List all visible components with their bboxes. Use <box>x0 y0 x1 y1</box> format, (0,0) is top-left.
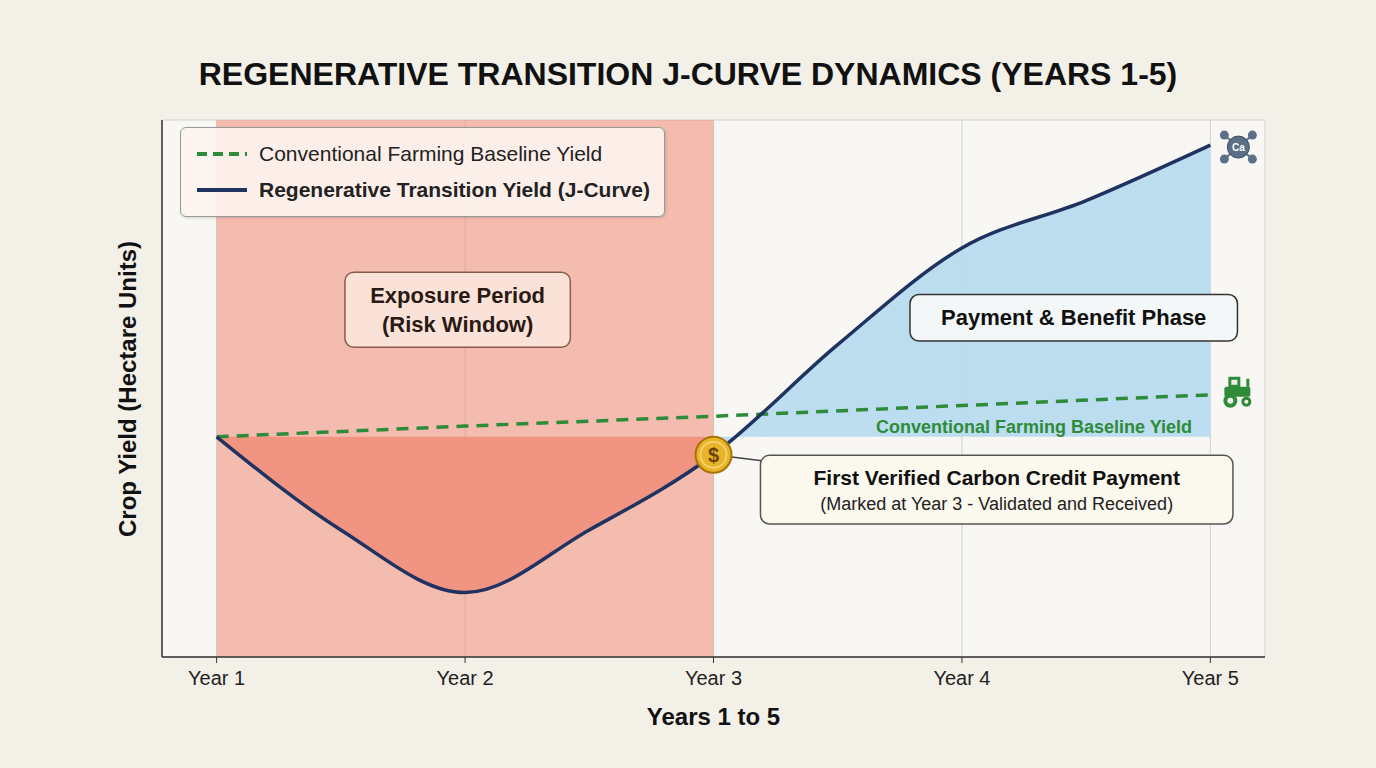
svg-text:Year 2: Year 2 <box>437 667 494 689</box>
html-text:Regenerative Transition Yield: Regenerative Transition Yield (J-Curve) <box>259 178 650 201</box>
html-text:REGENERATIVE TRANSITION J-CURV: REGENERATIVE TRANSITION J-CURVE DYNAMICS… <box>198 56 1178 92</box>
svg-text:(Marked at Year 3 - Validated: (Marked at Year 3 - Validated and Receiv… <box>820 494 1173 514</box>
html-text:Conventional Farming Baseline: Conventional Farming Baseline Yield <box>259 142 603 165</box>
svg-text:(Risk Window): (Risk Window) <box>382 312 533 337</box>
svg-text:Exposure Period: Exposure Period <box>370 283 545 308</box>
svg-text:Conventional Farming Baseline: Conventional Farming Baseline Yield <box>876 417 1192 437</box>
svg-text:$: $ <box>708 444 719 466</box>
svg-text:Year 4: Year 4 <box>933 667 990 689</box>
svg-text:Year 3: Year 3 <box>685 667 742 689</box>
svg-text:Year 5: Year 5 <box>1182 667 1239 689</box>
html-text:Crop Yield (Hectare Units): Crop Yield (Hectare Units) <box>114 240 141 537</box>
html-text:Years 1 to 5: Years 1 to 5 <box>646 703 781 730</box>
svg-text:Ca: Ca <box>1232 142 1245 153</box>
svg-text:Year 1: Year 1 <box>188 667 245 689</box>
svg-text:Payment & Benefit Phase: Payment & Benefit Phase <box>941 305 1206 330</box>
svg-text:First Verified Carbon Credit P: First Verified Carbon Credit Payment <box>813 466 1179 489</box>
